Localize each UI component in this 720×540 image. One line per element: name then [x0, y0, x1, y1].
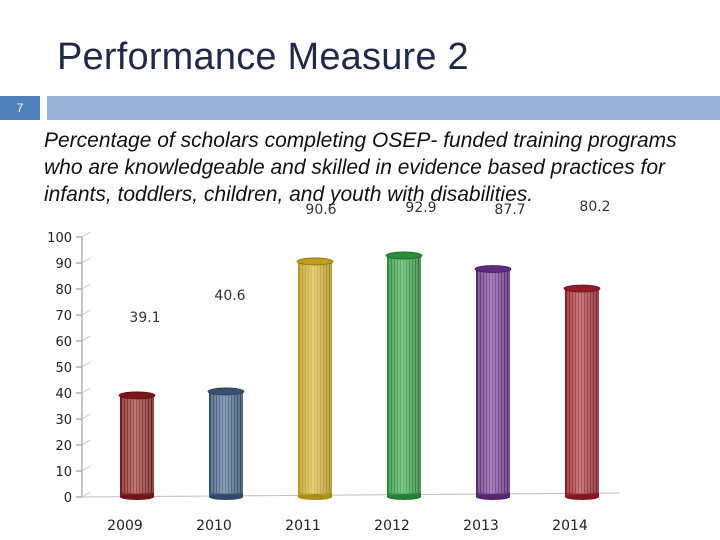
- data-label: 39.1: [129, 310, 160, 326]
- y-tick-depth: [81, 283, 91, 290]
- x-tick-label: 2013: [463, 518, 499, 534]
- bar-base: [565, 494, 599, 500]
- chart-description: Percentage of scholars completing OSEP- …: [44, 129, 677, 206]
- bar-base: [387, 494, 421, 500]
- y-tick-depth: [81, 335, 91, 342]
- y-tick-label: 70: [55, 309, 72, 324]
- y-tick-label: 0: [64, 491, 72, 506]
- bar-body: [298, 261, 332, 497]
- bar-cap: [474, 265, 512, 273]
- bar-cap: [296, 257, 334, 266]
- data-label: 87.7: [494, 202, 525, 218]
- bar-body: [120, 395, 154, 497]
- bar-2014: [563, 284, 601, 500]
- x-axis-line: [81, 492, 621, 498]
- y-tick-depth: [81, 361, 91, 368]
- slide-number: 7: [0, 96, 40, 120]
- bar-2012: [385, 251, 423, 500]
- y-tick-label: 20: [55, 439, 72, 454]
- bar-2010: [207, 387, 245, 500]
- bar-cap: [207, 387, 245, 396]
- y-tick-depth: [81, 231, 91, 238]
- data-label: 40.6: [214, 288, 245, 304]
- y-tick-label: 100: [47, 231, 72, 246]
- chart-axes: 0 10 20 30 40 50 60 70 80 90 100: [47, 231, 621, 506]
- page-title: Performance Measure 2: [57, 36, 469, 78]
- chart-labels: 2009 2010 2011 2012 2013 2014 39.1 40.6 90.6 92.9…: [107, 199, 610, 534]
- y-tick-depth: [81, 387, 91, 394]
- chart-bars: [118, 251, 601, 500]
- header-band: [47, 96, 720, 120]
- y-tick-label: 60: [55, 335, 72, 350]
- bar-2011: [296, 257, 334, 500]
- x-tick-label: 2011: [285, 518, 321, 534]
- bar-body: [209, 391, 243, 497]
- y-tick-depth: [81, 491, 91, 498]
- bar-body: [565, 288, 599, 497]
- bar-body: [476, 268, 510, 497]
- y-tick-label: 50: [55, 361, 72, 376]
- x-tick-label: 2009: [107, 518, 143, 534]
- y-tick-depth: [81, 413, 91, 420]
- y-tick-label: 80: [55, 283, 72, 298]
- data-label: 90.6: [305, 202, 336, 218]
- bar-base: [209, 494, 243, 500]
- bar-base: [120, 494, 154, 500]
- y-tick-depth: [81, 257, 91, 264]
- bar-cap: [385, 251, 423, 260]
- y-tick-depth: [81, 465, 91, 472]
- x-tick-label: 2012: [374, 518, 410, 534]
- y-tick-depth: [81, 309, 91, 316]
- bar-2009: [118, 391, 156, 500]
- bar-base: [298, 494, 332, 500]
- y-tick-label: 40: [55, 387, 72, 402]
- bar-cap: [563, 284, 601, 293]
- bar-base: [476, 494, 510, 500]
- y-tick-depth: [81, 439, 91, 446]
- y-tick-label: 90: [55, 257, 72, 272]
- bar-body: [387, 255, 421, 497]
- x-tick-label: 2014: [552, 518, 588, 534]
- y-tick-label: 30: [55, 413, 72, 428]
- bar-2013: [474, 265, 512, 500]
- data-label: 92.9: [405, 200, 436, 216]
- data-label: 80.2: [579, 199, 610, 215]
- x-tick-label: 2010: [196, 518, 232, 534]
- bar-cap: [118, 391, 156, 400]
- y-tick-label: 10: [55, 465, 72, 480]
